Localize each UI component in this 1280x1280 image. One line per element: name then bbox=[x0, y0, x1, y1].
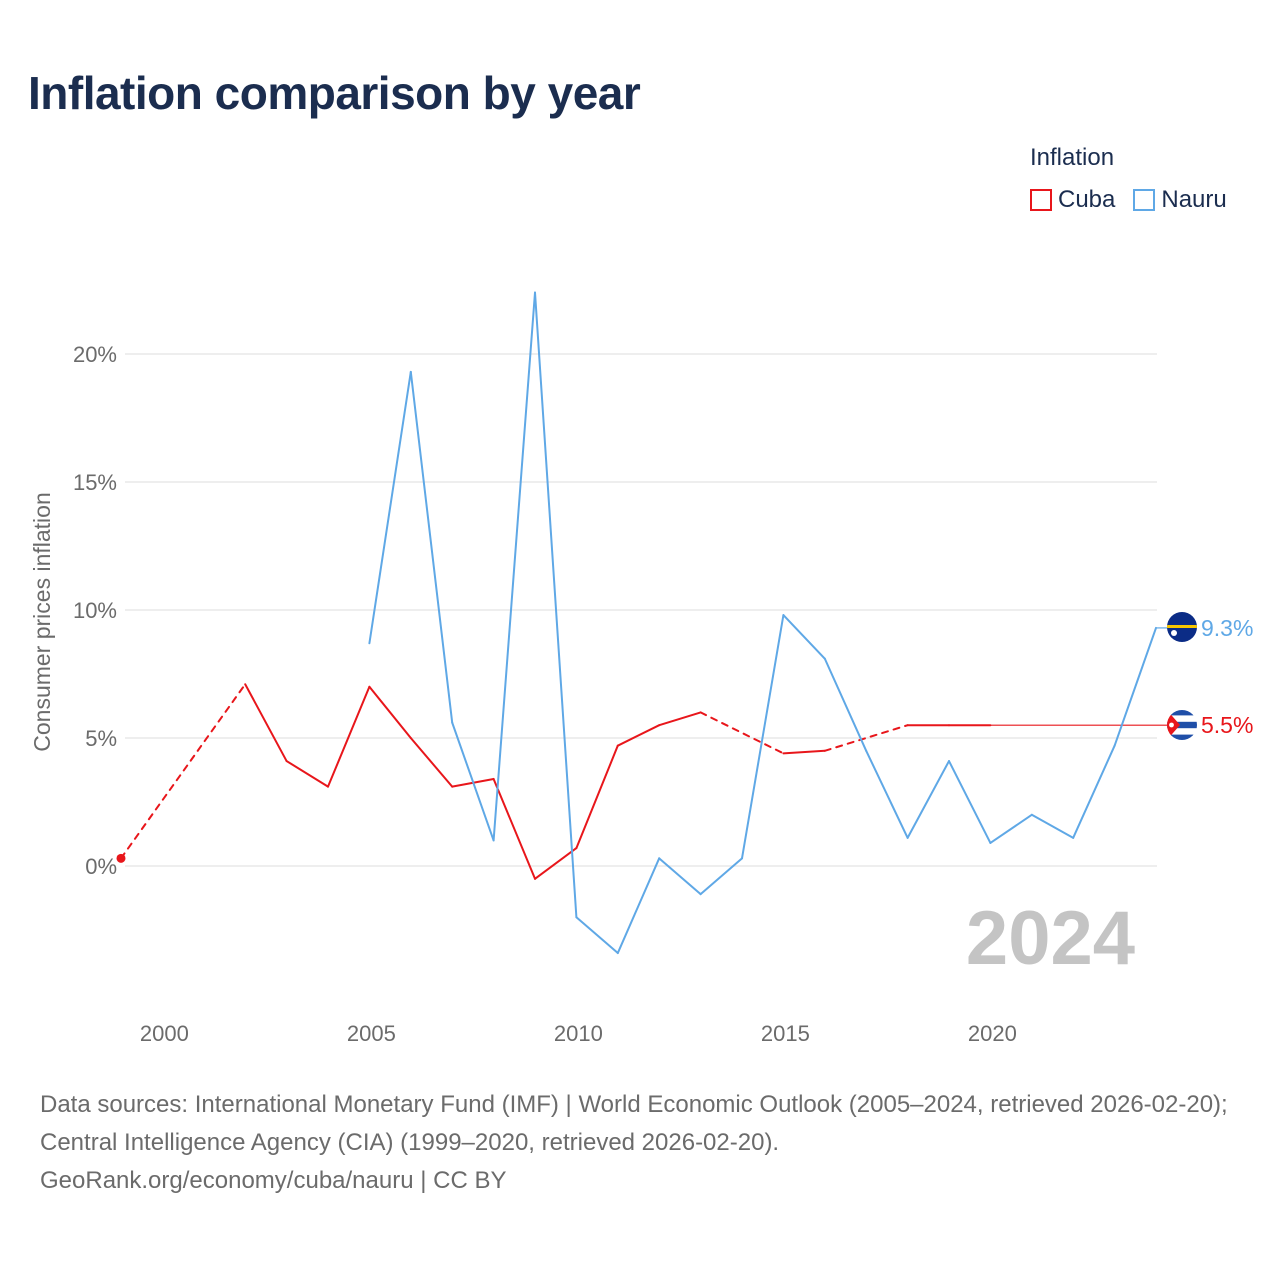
cuba-flag-icon bbox=[1167, 710, 1197, 740]
nauru-segment bbox=[906, 760, 950, 839]
nauru-segment bbox=[948, 760, 992, 844]
x-tick-label: 2020 bbox=[968, 1021, 1017, 1046]
cuba-segment bbox=[823, 724, 909, 752]
chart-title: Inflation comparison by year bbox=[28, 67, 641, 119]
sources-line-2[interactable]: GeoRank.org/economy/cuba/nauru | CC BY bbox=[40, 1167, 507, 1194]
cuba-segment bbox=[368, 685, 412, 739]
cuba-segment bbox=[616, 724, 661, 747]
legend-label-cuba: Cuba bbox=[1058, 186, 1116, 213]
nauru-segment bbox=[658, 857, 702, 896]
legend: Cuba Nauru bbox=[1030, 186, 1227, 214]
nauru-segment bbox=[368, 370, 412, 645]
y-tick-label: 20% bbox=[73, 342, 117, 367]
nauru-segment bbox=[823, 657, 868, 752]
nauru-segment bbox=[409, 370, 454, 724]
cuba-segment bbox=[327, 685, 371, 788]
nauru-segment bbox=[575, 916, 619, 955]
data-sources: Data sources: International Monetary Fun… bbox=[40, 1086, 1250, 1200]
nauru-segment bbox=[865, 749, 909, 839]
legend-swatch-nauru bbox=[1133, 189, 1156, 211]
cuba-end-label: 5.5% bbox=[1201, 712, 1253, 738]
nauru-flag-icon bbox=[1167, 612, 1197, 642]
cuba-segment bbox=[534, 847, 578, 880]
cuba-segment bbox=[285, 760, 329, 788]
y-axis-label: Consumer prices inflation bbox=[29, 492, 55, 752]
y-tick-label: 5% bbox=[85, 726, 117, 751]
cuba-segment bbox=[782, 749, 826, 755]
nauru-segment bbox=[534, 291, 578, 919]
x-tick-label: 2000 bbox=[140, 1021, 189, 1046]
cuba-segment bbox=[409, 737, 454, 788]
legend-title: Inflation bbox=[1030, 144, 1115, 171]
legend-item-cuba[interactable]: Cuba bbox=[1030, 186, 1115, 214]
nauru-segment bbox=[451, 721, 495, 842]
nauru-segment bbox=[1030, 813, 1075, 839]
x-tick-label: 2005 bbox=[347, 1021, 396, 1046]
cuba-segment bbox=[658, 711, 702, 727]
legend-label-nauru: Nauru bbox=[1161, 186, 1227, 213]
nauru-end-label: 9.3% bbox=[1201, 615, 1253, 641]
cuba-segment bbox=[492, 777, 536, 880]
legend-item-nauru[interactable]: Nauru bbox=[1133, 186, 1227, 214]
x-tick-label: 2015 bbox=[761, 1021, 810, 1046]
cuba-segment bbox=[575, 744, 619, 850]
y-tick-label: 15% bbox=[73, 470, 117, 495]
current-year-watermark: 2024 bbox=[966, 896, 1135, 981]
nauru-segment bbox=[616, 857, 661, 955]
nauru-segment bbox=[782, 614, 826, 660]
cuba-segment bbox=[244, 683, 288, 763]
cuba-segment bbox=[120, 683, 247, 860]
x-tick-label: 2010 bbox=[554, 1021, 603, 1046]
cuba-point bbox=[116, 853, 126, 863]
y-tick-label: 0% bbox=[85, 854, 117, 879]
y-tick-label: 10% bbox=[73, 598, 117, 623]
nauru-segment bbox=[1072, 744, 1116, 839]
cuba-segment bbox=[699, 711, 785, 755]
nauru-segment bbox=[1113, 626, 1157, 747]
inflation-chart: 0% 5% 10% 15% 20% 2000 2005 2010 2015 2020 Consum… bbox=[29, 291, 1253, 1046]
sources-line-1: Data sources: International Monetary Fun… bbox=[40, 1091, 1228, 1156]
nauru-segment bbox=[741, 614, 785, 860]
nauru-segment bbox=[699, 857, 743, 896]
nauru-segment bbox=[492, 291, 536, 842]
legend-swatch-cuba bbox=[1030, 189, 1052, 211]
nauru-segment bbox=[989, 813, 1033, 844]
